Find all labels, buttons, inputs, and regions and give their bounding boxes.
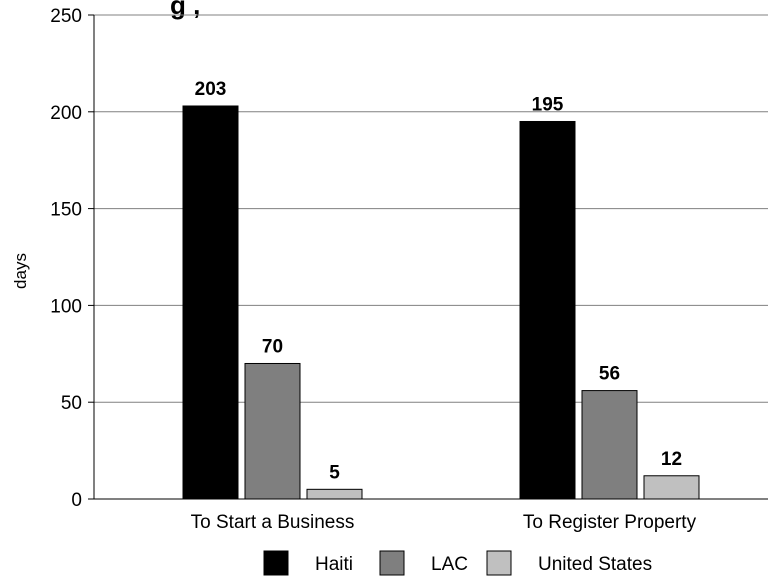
legend-label: LAC bbox=[431, 554, 468, 575]
data-labels: 203 70 5 195 56 12 bbox=[195, 79, 682, 483]
data-label: 5 bbox=[329, 462, 340, 483]
data-label: 56 bbox=[599, 364, 620, 385]
legend-label: Haiti bbox=[315, 554, 353, 575]
legend-swatch bbox=[486, 550, 512, 576]
category-label: To Start a Business bbox=[191, 512, 355, 533]
bar-united-states bbox=[306, 488, 363, 500]
legend: Haiti LAC United States bbox=[263, 550, 652, 576]
y-tick-label: 150 bbox=[50, 200, 82, 221]
legend-label: United States bbox=[538, 554, 652, 575]
bar-united-states bbox=[643, 475, 700, 500]
y-axis: 0 50 100 150 200 250 bbox=[50, 6, 768, 511]
bars bbox=[182, 105, 700, 500]
data-label: 203 bbox=[195, 79, 227, 100]
y-tick-label: 0 bbox=[71, 490, 82, 511]
category-label: To Register Property bbox=[523, 512, 697, 533]
y-tick-label: 250 bbox=[50, 6, 82, 27]
legend-swatch bbox=[263, 550, 289, 576]
y-tick-label: 50 bbox=[61, 393, 82, 414]
data-label: 12 bbox=[661, 449, 682, 470]
bar-haiti bbox=[519, 120, 576, 500]
chart-title: g , bbox=[170, 0, 200, 20]
data-label: 195 bbox=[532, 94, 564, 115]
bar-lac bbox=[581, 390, 638, 500]
y-tick-label: 200 bbox=[50, 103, 82, 124]
category-labels: To Start a Business To Register Property bbox=[191, 512, 697, 533]
y-tick-label: 100 bbox=[50, 296, 82, 317]
bar-lac bbox=[244, 362, 301, 500]
data-label: 70 bbox=[262, 336, 283, 357]
legend-swatch bbox=[379, 550, 405, 576]
bar-haiti bbox=[182, 105, 239, 500]
y-axis-label: days bbox=[11, 253, 30, 289]
